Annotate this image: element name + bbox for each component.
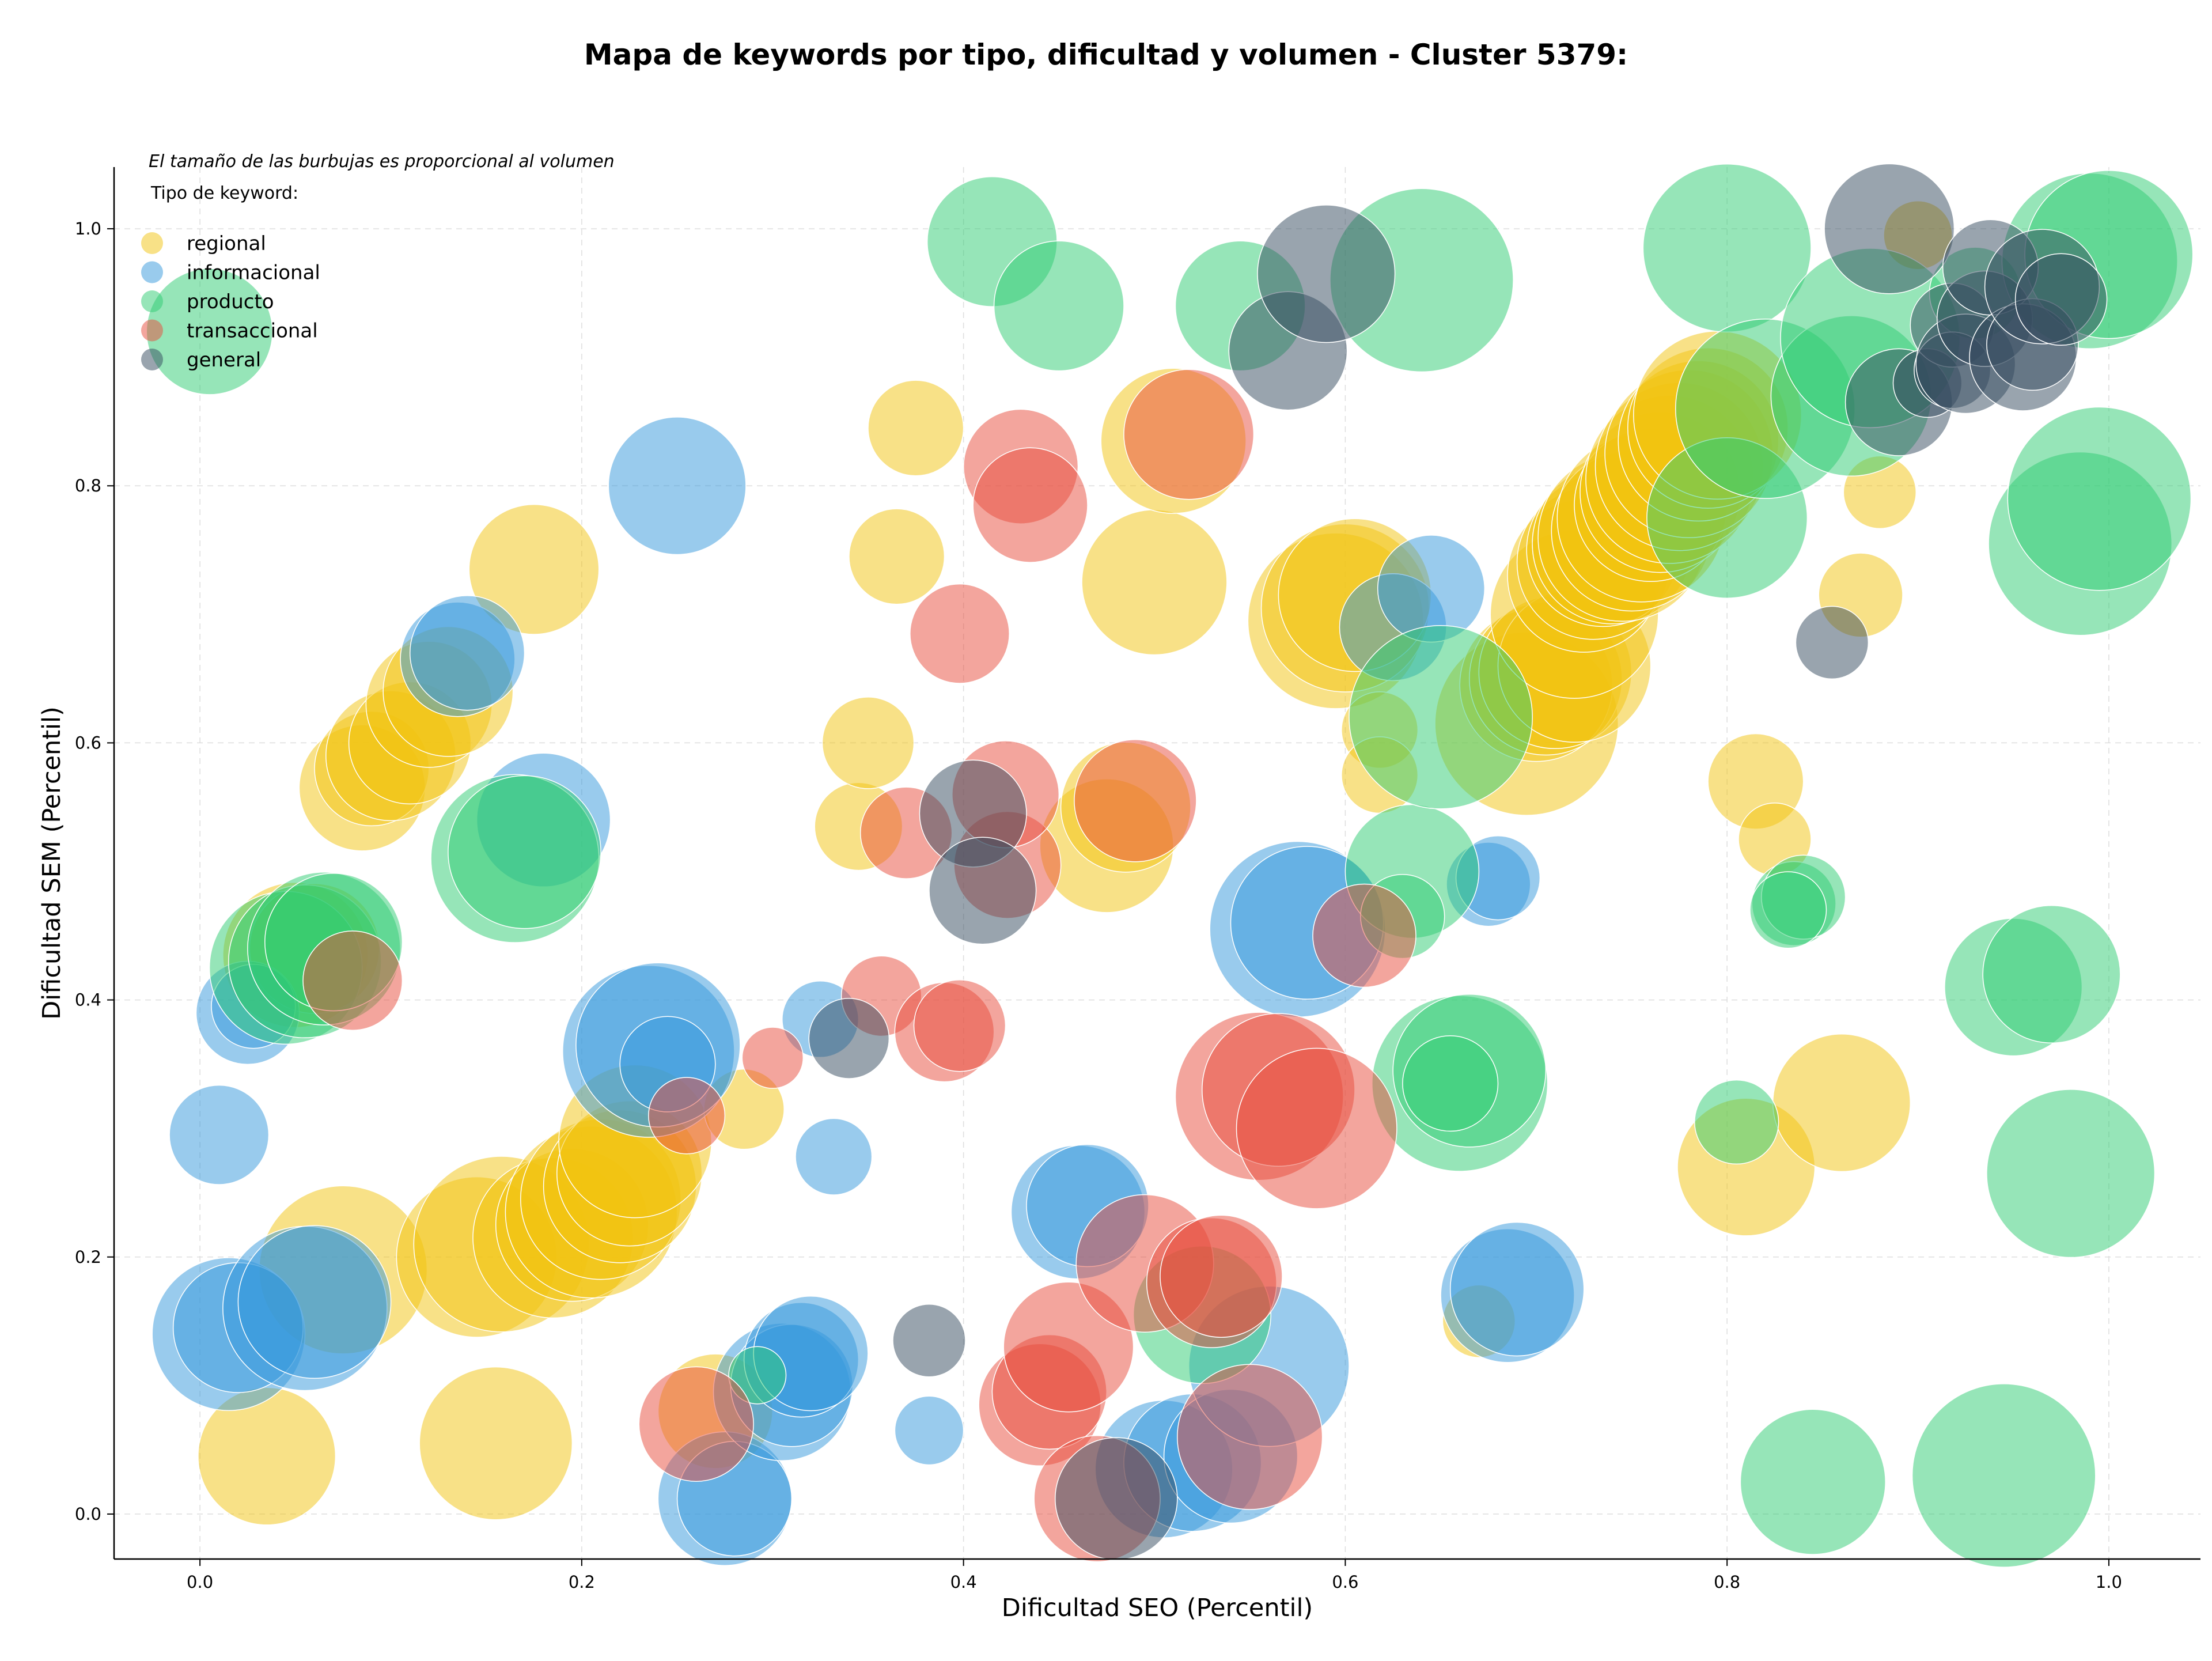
bubble-producto — [1749, 871, 1827, 949]
bubble-transaccional — [972, 447, 1088, 563]
bubble-transaccional — [741, 1027, 804, 1089]
bubble-transaccional — [638, 1366, 754, 1482]
bubble-producto — [1694, 1079, 1779, 1165]
y-tick-label: 0.4 — [75, 990, 101, 1010]
axes — [113, 167, 2200, 1560]
bubble-producto — [1349, 625, 1533, 809]
bubble-informacional — [894, 1395, 964, 1466]
bubble-producto — [1740, 1409, 1886, 1555]
legend-marker-regional — [141, 232, 163, 254]
bubble-transaccional — [1236, 1047, 1397, 1209]
x-tick-label: 0.4 — [950, 1572, 977, 1592]
bubble-transaccional — [1177, 1364, 1323, 1510]
bubble-transaccional — [910, 583, 1010, 684]
y-axis-label: Dificultad SEM (Percentil) — [37, 706, 66, 1020]
bubble-transaccional — [913, 979, 1006, 1072]
bubble-transaccional — [302, 930, 403, 1031]
bubble-general — [808, 998, 890, 1079]
bubble-informacional — [608, 417, 747, 555]
bubbles — [146, 163, 2194, 1568]
bubble-transaccional — [1312, 883, 1416, 988]
x-tick-label: 0.2 — [569, 1572, 595, 1592]
bubble-regional — [1772, 1034, 1911, 1172]
bubble-producto — [1986, 1089, 2156, 1258]
x-axis-label: Dificultad SEO (Percentil) — [1002, 1594, 1313, 1622]
bubble-regional — [419, 1366, 573, 1520]
legend-label-regional: regional — [187, 232, 266, 255]
bubble-general — [892, 1304, 966, 1378]
bubble-producto — [728, 1346, 787, 1405]
legend-marker-informacional — [141, 261, 163, 283]
bubble-general — [1795, 606, 1869, 680]
legend: regional informacional producto transaccion… — [141, 232, 320, 372]
bubble-transaccional — [1074, 739, 1197, 862]
legend-title: Tipo de keyword: — [150, 183, 298, 203]
bubble-informacional — [795, 1118, 873, 1195]
bubble-general — [929, 837, 1037, 945]
ticks: 0.0 0.2 0.4 0.6 0.8 1.0 0.0 0.2 0.4 0.6 0.8 1.0 — [75, 219, 2122, 1592]
bubble-regional — [1081, 509, 1228, 656]
bubble-regional — [821, 697, 915, 789]
bubble-general — [1257, 205, 1396, 343]
bubble-producto — [448, 775, 601, 929]
bubble-informacional — [1449, 1221, 1585, 1357]
x-tick-label: 0.6 — [1332, 1572, 1358, 1592]
bubble-producto — [1402, 1035, 1499, 1132]
bubble-regional — [868, 380, 964, 476]
legend-label-general: general — [187, 349, 261, 372]
y-tick-label: 0.6 — [75, 733, 101, 752]
y-tick-label: 0.0 — [75, 1504, 101, 1524]
bubble-transaccional — [648, 1077, 726, 1155]
bubble-producto — [1982, 905, 2121, 1044]
size-note: El tamaño de las burbujas es proporciona… — [149, 152, 615, 172]
y-tick-label: 1.0 — [75, 219, 101, 239]
legend-marker-producto — [141, 290, 163, 312]
legend-label-transaccional: transaccional — [187, 320, 318, 343]
x-tick-label: 1.0 — [2096, 1572, 2122, 1592]
bubble-informacional — [169, 1084, 270, 1185]
bubble-general — [1824, 163, 1955, 294]
y-tick-label: 0.8 — [75, 476, 101, 495]
legend-marker-transaccional — [141, 319, 163, 342]
bubble-producto — [993, 240, 1124, 372]
bubble-informacional — [409, 595, 525, 711]
bubble-regional — [468, 504, 600, 635]
x-tick-label: 0.8 — [1714, 1572, 1740, 1592]
bubble-general — [1055, 1437, 1178, 1560]
legend-label-informacional: informacional — [187, 262, 320, 285]
bubble-producto — [1911, 1383, 2096, 1568]
x-tick-label: 0.0 — [187, 1572, 213, 1592]
bubble-producto — [2007, 406, 2192, 591]
bubble-transaccional — [1123, 369, 1255, 500]
bubble-general — [2014, 253, 2108, 346]
legend-label-producto: producto — [187, 290, 274, 313]
bubble-transaccional — [1160, 1214, 1283, 1338]
legend-marker-general — [141, 349, 163, 370]
y-tick-label: 0.2 — [75, 1247, 101, 1267]
chart-title: Mapa de keywords por tipo, dificultad y … — [584, 38, 1628, 71]
bubble-regional — [849, 508, 945, 605]
bubble-informacional — [237, 1225, 392, 1379]
